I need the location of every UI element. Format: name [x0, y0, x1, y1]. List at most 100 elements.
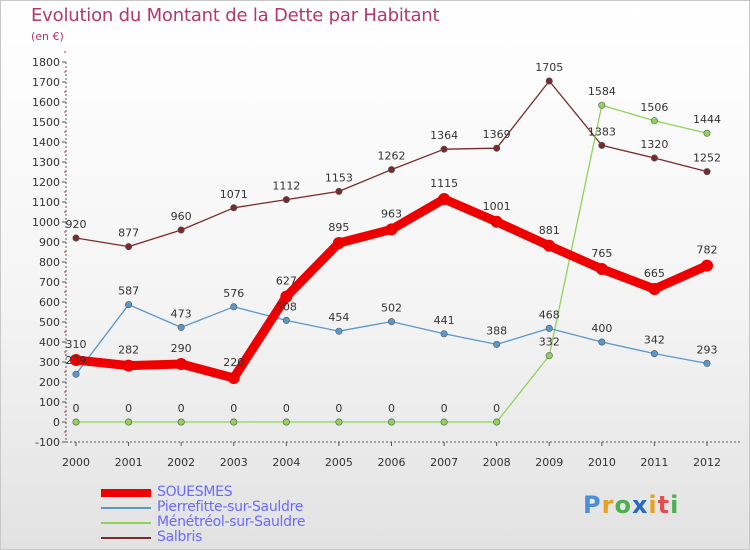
data-point [230, 418, 238, 426]
x-tick-label: 2009 [535, 456, 563, 469]
data-point [177, 226, 185, 234]
data-point [648, 283, 661, 295]
data-label: 1153 [325, 171, 353, 184]
data-point [545, 77, 553, 85]
data-label: 388 [486, 324, 507, 337]
data-point [650, 117, 658, 125]
y-tick-label: 600 [39, 296, 60, 309]
data-label: 665 [644, 267, 665, 280]
data-point [72, 234, 80, 242]
logo-letter: i [648, 491, 658, 519]
legend-label: Salbris [157, 529, 203, 545]
data-point [72, 418, 80, 426]
data-point [280, 290, 293, 303]
series-lines [70, 77, 713, 426]
data-label: 782 [697, 244, 718, 257]
y-tick-label: 1000 [32, 216, 60, 229]
data-point [703, 168, 711, 176]
x-tick-label: 2006 [378, 456, 406, 469]
data-point [440, 418, 448, 426]
y-tick-label: 1100 [32, 196, 60, 209]
data-label: 0 [441, 402, 448, 415]
y-tick-label: 100 [39, 396, 60, 409]
data-label: 587 [118, 285, 139, 298]
x-tick-label: 2007 [430, 456, 458, 469]
data-point [125, 301, 133, 309]
legend-swatch [101, 522, 151, 524]
data-point [282, 316, 290, 324]
legend-label: SOUESMES [157, 484, 233, 500]
data-labels: 920 877 960 1071 1112 1153 1262 1364 1369 1705 138… [66, 61, 722, 415]
data-point [230, 303, 238, 311]
data-label: 0 [283, 402, 290, 415]
data-point [177, 418, 185, 426]
data-point [335, 187, 343, 195]
unit-label: (en €) [31, 30, 64, 43]
y-tick-label: 1400 [32, 136, 60, 149]
x-tick-label: 2012 [693, 456, 721, 469]
y-tick-label: 1300 [32, 156, 60, 169]
data-point [598, 141, 606, 149]
data-point [595, 263, 608, 275]
data-label: 468 [539, 308, 560, 321]
x-tick-label: 2011 [640, 456, 668, 469]
data-point [332, 237, 345, 249]
data-point [493, 144, 501, 152]
data-point [125, 243, 133, 251]
legend-swatch [101, 507, 151, 509]
data-point [490, 215, 503, 228]
proxiti-logo: Proxiti [583, 491, 679, 519]
data-label: 0 [125, 402, 132, 415]
axes: -100010020030040050060070080090010001100… [32, 51, 741, 469]
data-label: 0 [73, 402, 80, 415]
logo-letter: x [631, 491, 649, 519]
data-point [440, 330, 448, 338]
data-point [543, 239, 556, 252]
legend-label: Ménétréol-sur-Sauldre [157, 514, 306, 530]
data-label: 1071 [220, 188, 248, 201]
data-label: 239 [66, 354, 87, 367]
x-tick-label: 2010 [588, 456, 616, 469]
legend-label: Pierrefitte-sur-Sauldre [157, 499, 304, 515]
data-point [335, 418, 343, 426]
x-tick-label: 2004 [272, 456, 300, 469]
data-label: 342 [644, 334, 665, 347]
data-label: 1444 [693, 113, 721, 126]
data-point [598, 101, 606, 109]
data-label: 0 [335, 402, 342, 415]
data-point [387, 166, 395, 174]
x-tick-label: 2005 [325, 456, 353, 469]
data-label: 765 [591, 247, 612, 260]
data-point [650, 154, 658, 162]
x-tick-label: 2003 [220, 456, 248, 469]
data-label: 895 [328, 221, 349, 234]
data-point [545, 352, 553, 360]
data-point [493, 418, 501, 426]
y-tick-label: 800 [39, 256, 60, 269]
data-label: 290 [171, 342, 192, 355]
data-label: 0 [178, 402, 185, 415]
data-point [703, 359, 711, 367]
data-label: 310 [66, 338, 87, 351]
x-tick-label: 2002 [167, 456, 195, 469]
data-point [72, 370, 80, 378]
data-point [387, 318, 395, 326]
data-label: 441 [434, 314, 455, 327]
data-label: 1262 [378, 150, 406, 163]
y-tick-label: 200 [39, 376, 60, 389]
data-label: 877 [118, 227, 139, 240]
data-point [385, 223, 398, 236]
legend-swatch [101, 489, 151, 497]
logo-letter: r [601, 491, 615, 519]
data-label: 1115 [430, 177, 458, 190]
y-tick-label: 300 [39, 356, 60, 369]
data-label: 881 [539, 224, 560, 237]
data-label: 1705 [535, 61, 563, 74]
data-label: 1506 [640, 101, 668, 114]
logo-letter: P [583, 491, 602, 519]
data-label: 1369 [483, 128, 511, 141]
data-point [440, 145, 448, 153]
y-tick-label: 400 [39, 336, 60, 349]
data-label: 576 [223, 287, 244, 300]
data-point [227, 372, 240, 384]
